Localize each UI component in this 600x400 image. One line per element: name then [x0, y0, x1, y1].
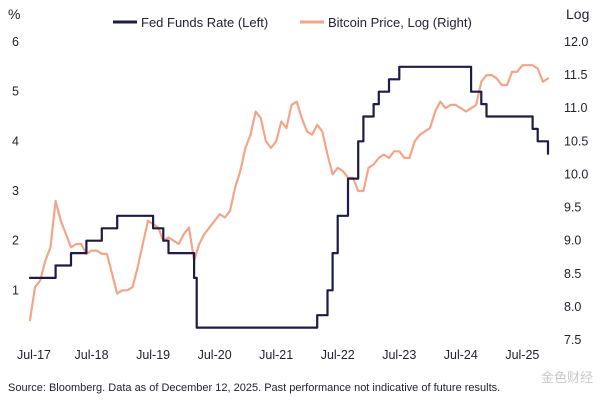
left-tick-label: 4: [12, 134, 19, 148]
right-axis-ticks: 7.5 8.0 8.5 9.0 9.5 10.0 10.5 11.0 11.5 12.0: [564, 35, 588, 347]
right-axis-unit-label: Log: [566, 6, 589, 22]
right-tick-label: 11.5: [564, 68, 587, 82]
x-tick-label: Jul-18: [75, 348, 109, 362]
right-tick-label: 9.5: [564, 201, 581, 215]
x-tick-label: Jul-24: [444, 348, 478, 362]
right-tick-label: 8.5: [564, 267, 581, 281]
right-tick-label: 7.5: [564, 333, 581, 347]
x-tick-label: Jul-20: [198, 348, 232, 362]
plot-area: [28, 64, 550, 329]
left-tick-label: 2: [12, 234, 19, 248]
x-tick-label: Jul-17: [17, 348, 51, 362]
legend-label-fed-funds: Fed Funds Rate (Left): [141, 15, 268, 30]
series-line-fed-funds-rate: [28, 65, 550, 329]
left-tick-label: 3: [12, 184, 19, 198]
x-tick-label: Jul-19: [136, 348, 170, 362]
right-tick-label: 10.0: [564, 167, 588, 181]
left-tick-label: 5: [12, 85, 19, 99]
right-tick-label: 11.0: [564, 101, 587, 115]
right-tick-label: 9.0: [564, 234, 581, 248]
left-axis-ticks: 1 2 3 4 5 6: [12, 35, 19, 297]
left-tick-label: 6: [12, 35, 19, 49]
left-tick-label: 1: [12, 283, 19, 297]
right-tick-label: 12.0: [564, 35, 588, 49]
legend: Fed Funds Rate (Left) Bitcoin Price, Log…: [113, 15, 472, 30]
left-axis-unit-label: %: [8, 6, 20, 22]
x-tick-label: Jul-23: [382, 348, 416, 362]
right-tick-label: 10.5: [564, 134, 588, 148]
right-tick-label: 8.0: [564, 300, 581, 314]
x-tick-label: Jul-21: [259, 348, 293, 362]
x-tick-label: Jul-25: [505, 348, 539, 362]
watermark: 金色财经: [541, 370, 593, 386]
x-tick-label: Jul-22: [321, 348, 355, 362]
legend-label-bitcoin: Bitcoin Price, Log (Right): [328, 15, 472, 30]
source-note: Source: Bloomberg. Data as of December 1…: [8, 382, 500, 394]
x-axis-ticks: Jul-17 Jul-18 Jul-19 Jul-20 Jul-21 Jul-22 Jul-…: [17, 348, 539, 362]
series-line-bitcoin-price: [28, 64, 550, 322]
